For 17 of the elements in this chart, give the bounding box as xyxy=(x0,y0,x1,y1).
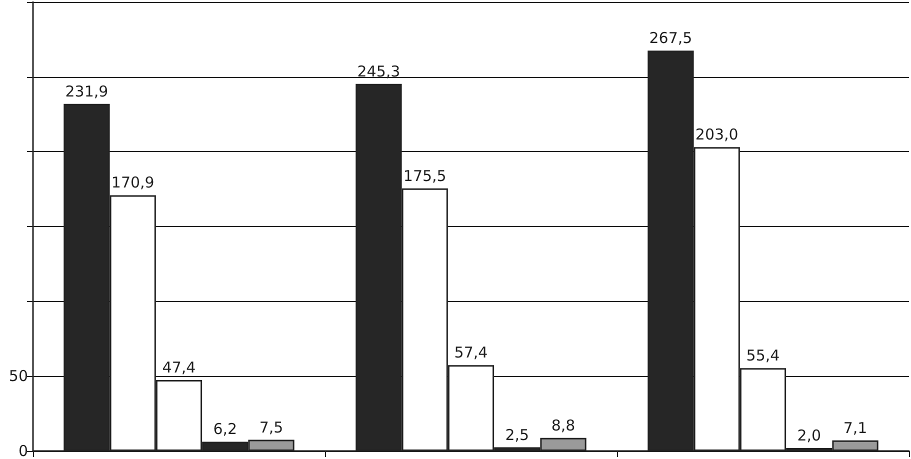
data-label: 6,2 xyxy=(213,420,238,438)
data-label: 57,4 xyxy=(454,344,488,362)
y-tick-label: 0 xyxy=(18,442,28,459)
data-label: 2,5 xyxy=(505,426,530,444)
data-label: 2,0 xyxy=(797,426,822,445)
data-label: 47,4 xyxy=(162,358,196,377)
data-label: 55,4 xyxy=(746,346,780,365)
data-label: 8,8 xyxy=(551,416,576,434)
data-label: 175,5 xyxy=(403,166,446,185)
data-label: 7,5 xyxy=(259,418,284,436)
data-label: 170,9 xyxy=(111,174,154,192)
data-label: 203,0 xyxy=(695,126,738,144)
data-label: 245,3 xyxy=(357,62,400,80)
data-label: 267,5 xyxy=(649,29,692,48)
data-label: 231,9 xyxy=(65,82,108,100)
data-label: 7,1 xyxy=(843,418,868,437)
y-tick-label: 50 xyxy=(8,367,28,386)
